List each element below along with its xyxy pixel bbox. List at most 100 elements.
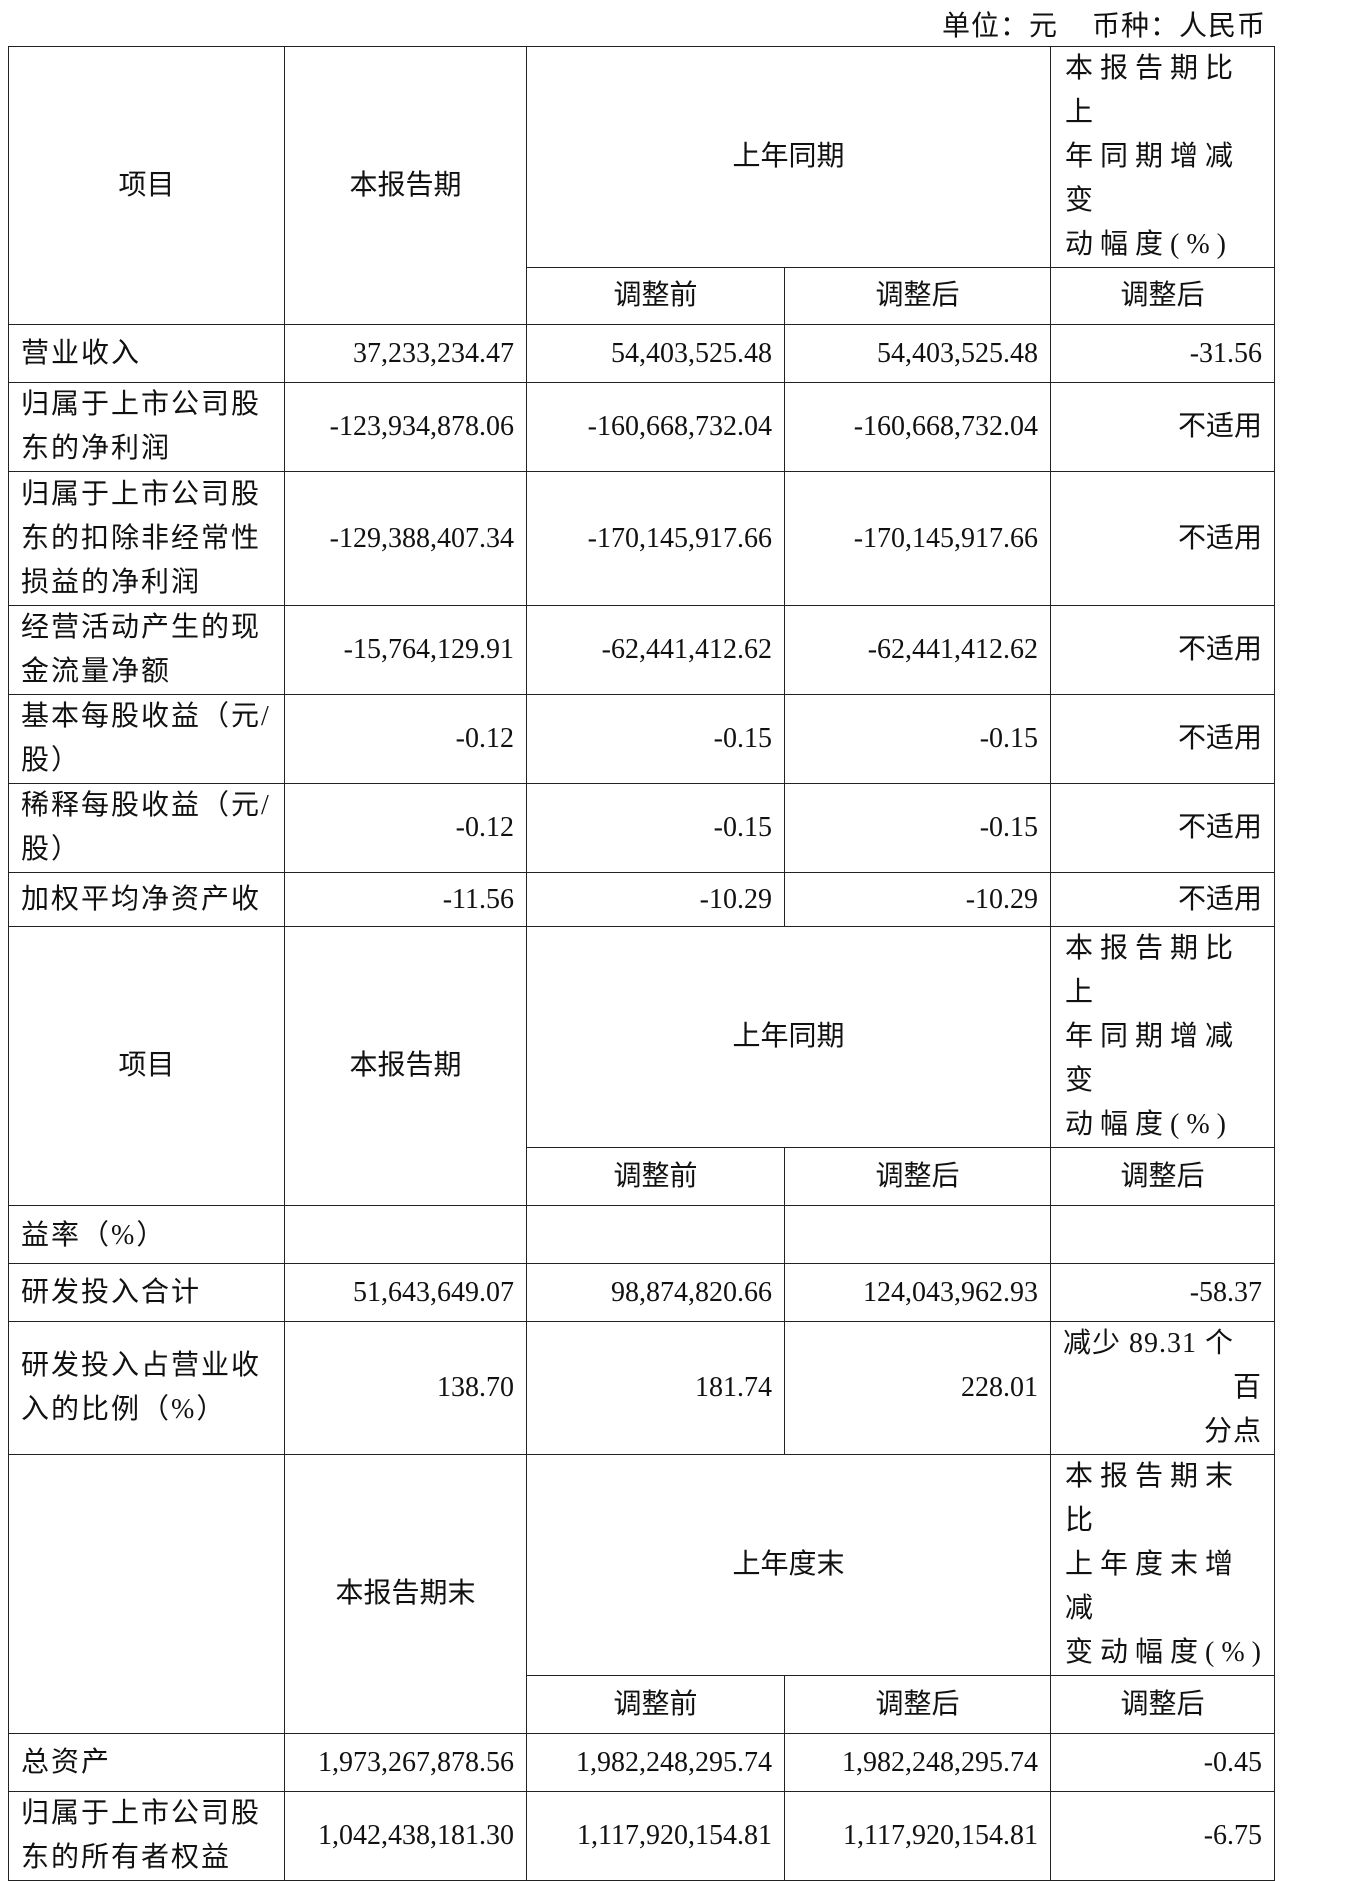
- cell-after: 1,117,920,154.81: [783, 1791, 1052, 1881]
- row-label: 经营活动产生的现 金流量净额: [8, 605, 285, 695]
- cell-change: -6.75: [1050, 1791, 1276, 1881]
- row-label: 总资产: [8, 1733, 285, 1792]
- unit-label: 单位：元: [941, 11, 1058, 42]
- table-row: 加权平均净资产收 -11.56 -10.29 -10.29 不适用: [8, 872, 1276, 927]
- cell-before: -170,145,917.66: [526, 471, 785, 606]
- header-before: 调整前: [526, 267, 785, 325]
- table-row: 营业收入 37,233,234.47 54,403,525.48 54,403,…: [8, 324, 1276, 383]
- subheader-row: 调整前 调整后 调整后: [9, 267, 1276, 325]
- header-current: 本报告期: [284, 46, 527, 325]
- header-change: 本报告期比上 年同期增减变 动幅度(%): [1050, 46, 1276, 268]
- row-label: 归属于上市公司股 东的扣除非经常性 损益的净利润: [8, 471, 285, 606]
- cell-after: 124,043,962.93: [783, 1263, 1052, 1322]
- cell-before: -0.15: [526, 783, 785, 873]
- cell-after: -160,668,732.04: [783, 382, 1052, 472]
- cell-current: -0.12: [284, 694, 527, 784]
- cell-before: -160,668,732.04: [526, 382, 785, 472]
- table-row: 归属于上市公司股 东的扣除非经常性 损益的净利润 -129,388,407.34…: [8, 471, 1276, 606]
- row-label: 研发投入合计: [8, 1263, 285, 1322]
- header-change-after: 调整后: [1050, 267, 1276, 325]
- cell-after: [783, 1205, 1052, 1264]
- cell-change: 不适用: [1050, 605, 1276, 695]
- header-change: 本报告期比上 年同期增减变 动幅度(%): [1050, 926, 1276, 1148]
- cell-before: -62,441,412.62: [526, 605, 785, 695]
- cell-change: 不适用: [1050, 783, 1276, 873]
- cell-before: 54,403,525.48: [526, 324, 785, 383]
- header-item: [8, 1454, 285, 1734]
- row-label: 归属于上市公司股 东的所有者权益: [8, 1791, 285, 1881]
- header-after: 调整后: [783, 267, 1052, 325]
- cell-current: 138.70: [284, 1321, 527, 1455]
- currency-label: 币种：人民币: [1091, 11, 1266, 42]
- cell-current: -129,388,407.34: [284, 471, 527, 606]
- header-change: 本报告期末比 上年度末增减 变动幅度(%): [1050, 1454, 1276, 1676]
- table-row: 总资产 1,973,267,878.56 1,982,248,295.74 1,…: [8, 1733, 1276, 1792]
- header-prior: 上年同期: [525, 926, 1052, 1148]
- table-row: 归属于上市公司股 东的净利润 -123,934,878.06 -160,668,…: [8, 382, 1276, 472]
- cell-before: [526, 1205, 785, 1264]
- cell-current: -123,934,878.06: [284, 382, 527, 472]
- header-row: 项目 本报告期 上年同期 本报告期比上 年同期增减变 动幅度(%): [8, 926, 1276, 1206]
- header-before: 调整前: [526, 1675, 785, 1734]
- cell-after: -170,145,917.66: [783, 471, 1052, 606]
- header-current: 本报告期末: [284, 1454, 527, 1734]
- cell-current: 1,042,438,181.30: [284, 1791, 527, 1881]
- header-change-after: 调整后: [1050, 1675, 1276, 1734]
- cell-after: -62,441,412.62: [783, 605, 1052, 695]
- table-row: 益率（%）: [8, 1205, 1276, 1264]
- cell-current: 51,643,649.07: [284, 1263, 527, 1322]
- cell-change: 不适用: [1050, 382, 1276, 472]
- cell-before: 1,982,248,295.74: [526, 1733, 785, 1792]
- header-after: 调整后: [783, 1675, 1052, 1734]
- header-prior: 上年度末: [525, 1454, 1052, 1676]
- cell-current: -0.12: [284, 783, 527, 873]
- cell-after: -0.15: [783, 694, 1052, 784]
- header-item: 项目: [8, 926, 285, 1206]
- table-row: 研发投入合计 51,643,649.07 98,874,820.66 124,0…: [8, 1263, 1276, 1322]
- row-label: 基本每股收益（元/ 股）: [8, 694, 285, 784]
- cell-change: -31.56: [1050, 324, 1276, 383]
- row-label: 归属于上市公司股 东的净利润: [8, 382, 285, 472]
- cell-change: [1050, 1205, 1276, 1264]
- cell-before: 1,117,920,154.81: [526, 1791, 785, 1881]
- header-row: 项目 本报告期 上年同期 本报告期比上 年同期增减变 动幅度(%): [8, 46, 1276, 325]
- header-item: 项目: [8, 46, 285, 325]
- cell-before: -0.15: [526, 694, 785, 784]
- row-label: 益率（%）: [8, 1205, 285, 1264]
- header-after: 调整后: [783, 1147, 1052, 1206]
- header-change-after: 调整后: [1050, 1147, 1276, 1206]
- table-row: 基本每股收益（元/ 股） -0.12 -0.15 -0.15 不适用: [8, 694, 1276, 784]
- header-prior: 上年同期: [525, 46, 1052, 268]
- cell-after: 228.01: [783, 1321, 1052, 1455]
- cell-after: 1,982,248,295.74: [783, 1733, 1052, 1792]
- financial-data-table: 项目 本报告期 上年同期 本报告期比上 年同期增减变 动幅度(%) 调整前 调整…: [8, 46, 1276, 1881]
- header-row: 本报告期末 上年度末 本报告期末比 上年度末增减 变动幅度(%): [8, 1454, 1276, 1734]
- cell-change: 减少 89.31 个百 分点: [1050, 1321, 1276, 1455]
- cell-change: 不适用: [1050, 694, 1276, 784]
- row-label: 加权平均净资产收: [8, 872, 285, 927]
- cell-before: 98,874,820.66: [526, 1263, 785, 1322]
- row-label: 营业收入: [8, 324, 285, 383]
- cell-current: 37,233,234.47: [284, 324, 527, 383]
- cell-before: 181.74: [526, 1321, 785, 1455]
- cell-current: 1,973,267,878.56: [284, 1733, 527, 1792]
- cell-change: -58.37: [1050, 1263, 1276, 1322]
- table-row: 归属于上市公司股 东的所有者权益 1,042,438,181.30 1,117,…: [8, 1791, 1276, 1881]
- cell-current: -11.56: [284, 872, 527, 927]
- cell-after: -0.15: [783, 783, 1052, 873]
- table-row: 经营活动产生的现 金流量净额 -15,764,129.91 -62,441,41…: [8, 605, 1276, 695]
- cell-before: -10.29: [526, 872, 785, 927]
- header-current: 本报告期: [284, 926, 527, 1206]
- cell-change: 不适用: [1050, 471, 1276, 606]
- cell-change: 不适用: [1050, 872, 1276, 927]
- cell-current: -15,764,129.91: [284, 605, 527, 695]
- row-label: 研发投入占营业收 入的比例（%）: [8, 1321, 285, 1455]
- header-before: 调整前: [526, 1147, 785, 1206]
- cell-current: [284, 1205, 527, 1264]
- table-row: 稀释每股收益（元/ 股） -0.12 -0.15 -0.15 不适用: [8, 783, 1276, 873]
- unit-currency-note: 单位：元 币种：人民币: [908, 4, 1266, 44]
- cell-change: -0.45: [1050, 1733, 1276, 1792]
- table-row: 研发投入占营业收 入的比例（%） 138.70 181.74 228.01 减少…: [8, 1321, 1276, 1455]
- cell-after: -10.29: [783, 872, 1052, 927]
- row-label: 稀释每股收益（元/ 股）: [8, 783, 285, 873]
